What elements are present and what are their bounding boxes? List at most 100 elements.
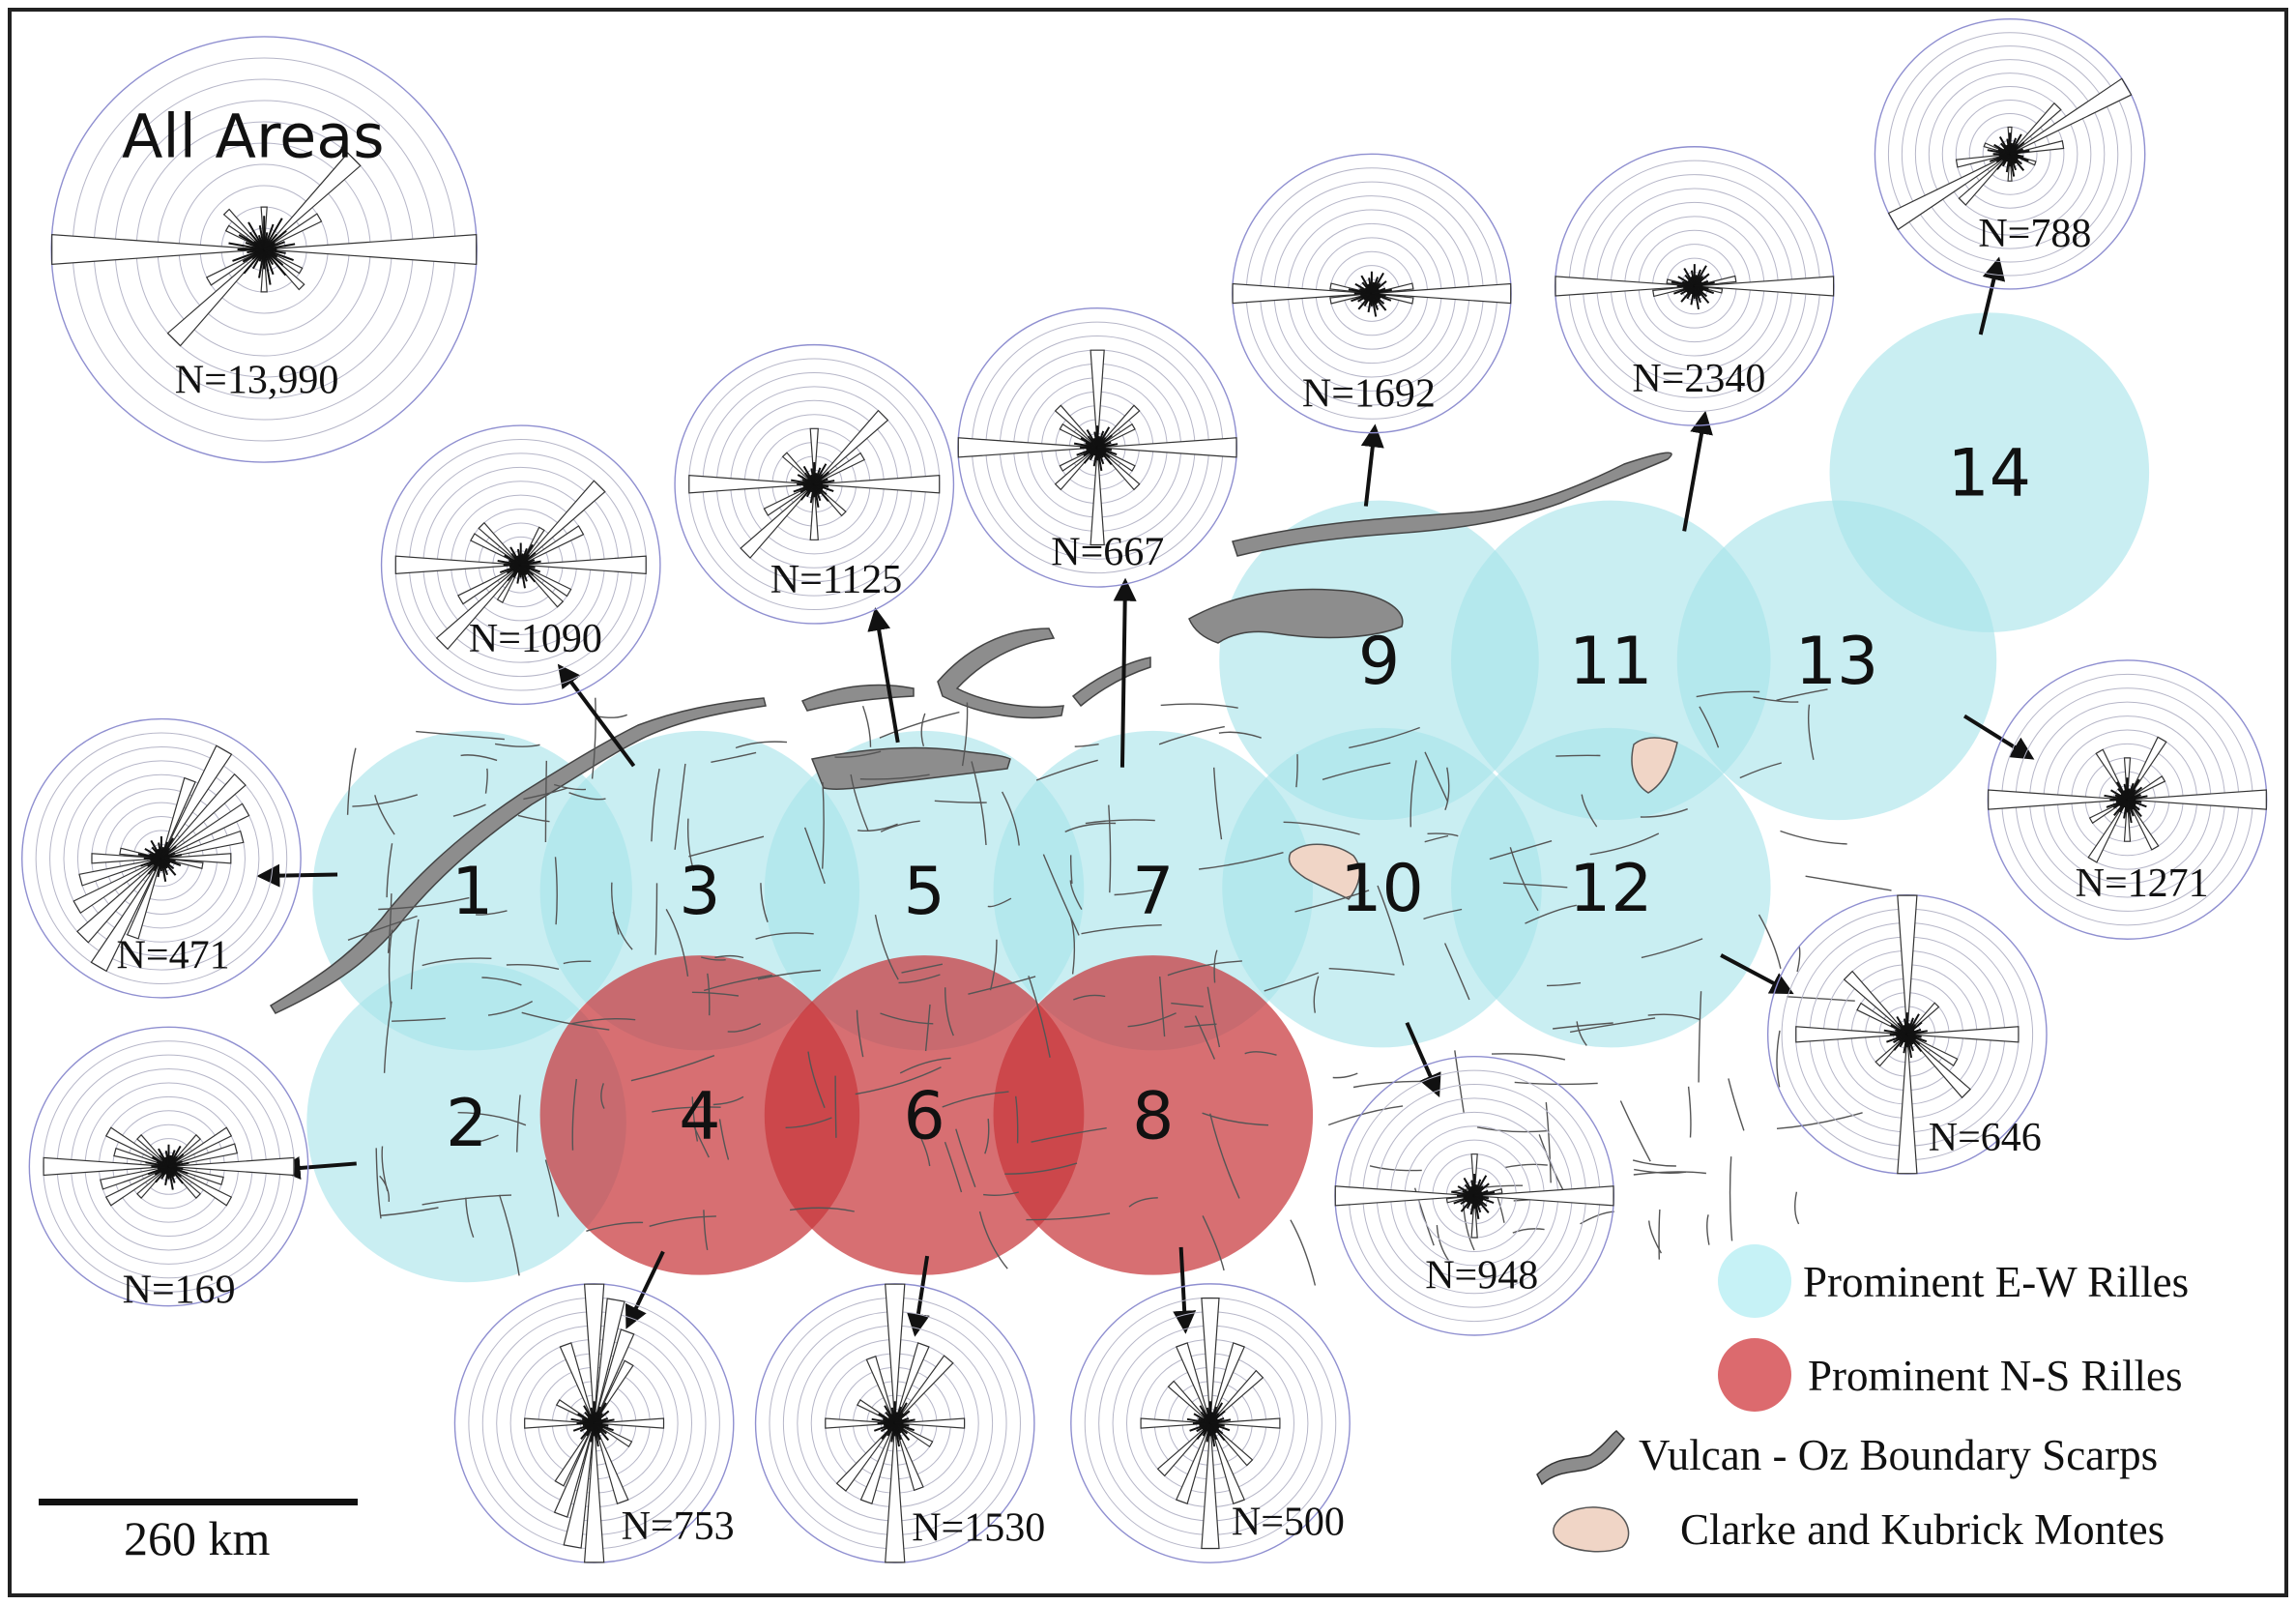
rose-n-label: N=948: [1425, 1253, 1538, 1298]
rose-petal: [2009, 102, 2062, 155]
pointer-arrow: [1682, 410, 1713, 532]
rille-line: [487, 1000, 534, 1016]
rille-line: [568, 792, 606, 801]
rose-petal: [809, 483, 819, 540]
rille-line: [1424, 751, 1449, 802]
rose-ring: [1901, 45, 2119, 263]
scale-bar-label: 260 km: [124, 1511, 271, 1565]
rille-line: [955, 1128, 976, 1187]
rille-line: [652, 1106, 721, 1113]
rille-line: [879, 711, 960, 739]
rose-ring: [1928, 73, 2092, 236]
rille-line: [989, 939, 998, 991]
rille-line: [785, 1117, 832, 1128]
montes-clarke: [1631, 737, 1678, 794]
rille-line: [1042, 854, 1080, 936]
rille-line: [914, 1125, 931, 1167]
rose-petal: [263, 152, 362, 250]
rose-n-label: N=169: [123, 1269, 236, 1313]
rille-line: [1780, 830, 1847, 845]
rille-line: [521, 1011, 610, 1031]
rose-petal: [1555, 276, 1695, 297]
rille-line: [481, 977, 522, 986]
rose-petal: [394, 555, 521, 574]
rille-line: [1167, 960, 1242, 977]
rose-ring: [1070, 1283, 1351, 1563]
rille-line: [470, 1134, 499, 1145]
rose-petal: [1694, 276, 1835, 297]
montes-kubrick: [1288, 843, 1361, 900]
rose-petal: [1887, 153, 2011, 231]
rille-line: [856, 1009, 864, 1058]
rose-petal: [435, 564, 522, 651]
rille-line: [352, 794, 419, 807]
rille-line: [465, 1197, 475, 1238]
rille-line: [553, 783, 587, 791]
rose-petal: [894, 1422, 924, 1492]
rose-petal: [1334, 1185, 1475, 1207]
rille-line: [1444, 767, 1450, 810]
rose-petal: [1096, 423, 1136, 449]
rose-core: [1209, 1418, 1232, 1425]
rose-core: [1371, 288, 1392, 295]
rille-line: [421, 1194, 512, 1206]
rille-line: [544, 1159, 560, 1217]
scarp-west: [269, 697, 767, 1014]
rille-line: [1410, 760, 1417, 828]
legend-ew-swatch: [1718, 1244, 1791, 1318]
rille-line: [596, 714, 627, 718]
rille-line: [517, 814, 550, 823]
rille-line: [1758, 914, 1782, 969]
rille-line: [452, 803, 486, 817]
rose-petal: [73, 858, 162, 915]
rille-line: [1502, 882, 1568, 889]
rille-line: [691, 991, 739, 997]
rose-core: [228, 242, 265, 250]
rose-ring: [21, 717, 302, 999]
rose-ring: [1968, 112, 2051, 195]
rose-petal: [2127, 789, 2267, 810]
rose-diagrams: N=471 N=169 N=1090 N=753 N=1125 N=1530 N=667 N=…: [21, 18, 2268, 1563]
rille-line: [1349, 726, 1420, 749]
rille-line: [1184, 1023, 1217, 1028]
rille-line: [1194, 1015, 1216, 1060]
rose-petal: [594, 1422, 633, 1448]
rille-line: [651, 768, 660, 842]
rille-line: [1108, 804, 1112, 893]
rose-petal: [894, 1417, 966, 1429]
rille-line: [1553, 1022, 1613, 1030]
rille-line: [383, 1001, 392, 1073]
rose-core: [263, 248, 272, 285]
rille-line: [611, 882, 620, 935]
rille-line: [523, 787, 568, 801]
rose-petal: [160, 802, 250, 860]
area-label-4: 4: [679, 1078, 720, 1154]
rose-petal: [1906, 1002, 1940, 1036]
rille-line: [1001, 791, 1020, 846]
rille-line: [944, 987, 954, 1036]
rose-petal: [520, 480, 606, 566]
rille-line: [1633, 1171, 1706, 1176]
rille-line: [416, 730, 505, 741]
pointer-arrow: [1405, 1021, 1441, 1097]
area-label-11: 11: [1569, 624, 1653, 700]
rose-petal: [457, 564, 522, 605]
rille-line: [1081, 924, 1162, 935]
rose-petal: [1096, 404, 1141, 449]
rose-core: [814, 480, 835, 485]
clarke-kubrick-montes: [1288, 737, 1678, 900]
rille-line: [457, 1112, 527, 1126]
rose-ring: [63, 760, 260, 957]
area-label-12: 12: [1569, 851, 1653, 927]
rose-petal: [894, 1422, 934, 1448]
rose-n-label: N=2340: [1632, 357, 1765, 401]
rille-line: [807, 1051, 826, 1108]
scarp-9-body: [1188, 588, 1404, 644]
area-label-6: 6: [903, 1078, 945, 1154]
rose-core: [894, 1418, 915, 1425]
rose-petal: [520, 525, 585, 566]
rille-line: [387, 893, 392, 953]
rose-core: [232, 248, 265, 262]
rille-line: [410, 919, 420, 990]
